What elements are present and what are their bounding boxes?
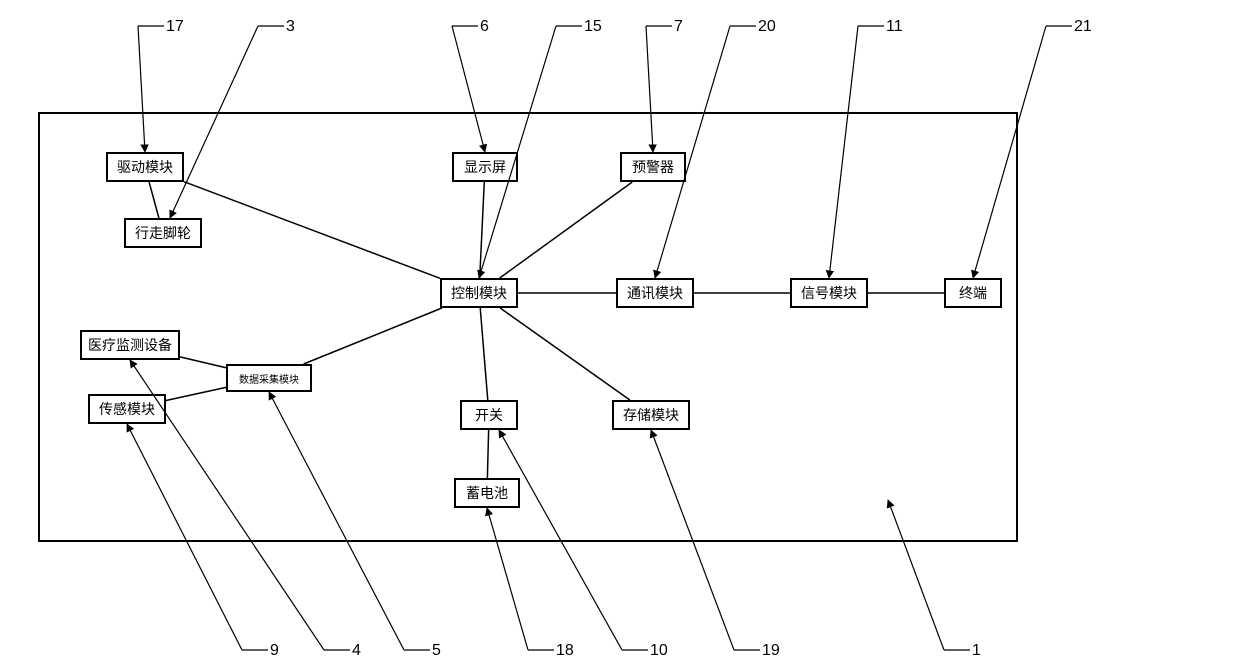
callout-20: 20 bbox=[758, 18, 776, 36]
callout-9: 9 bbox=[270, 642, 279, 660]
callout-7: 7 bbox=[674, 18, 683, 36]
callout-17: 17 bbox=[166, 18, 184, 36]
node-storage: 存储模块 bbox=[612, 400, 690, 430]
node-battery: 蓄电池 bbox=[454, 478, 520, 508]
node-control-label: 控制模块 bbox=[451, 283, 507, 303]
callout-19: 19 bbox=[762, 642, 780, 660]
node-dataacq: 数据采集模块 bbox=[226, 364, 312, 392]
callout-21: 21 bbox=[1074, 18, 1092, 36]
node-caster: 行走脚轮 bbox=[124, 218, 202, 248]
node-drive: 驱动模块 bbox=[106, 152, 184, 182]
node-drive-label: 驱动模块 bbox=[117, 157, 173, 177]
node-signal-label: 信号模块 bbox=[801, 283, 857, 303]
callout-15: 15 bbox=[584, 18, 602, 36]
node-comm-label: 通讯模块 bbox=[627, 283, 683, 303]
node-display: 显示屏 bbox=[452, 152, 518, 182]
node-medmon: 医疗监测设备 bbox=[80, 330, 180, 360]
node-signal: 信号模块 bbox=[790, 278, 868, 308]
node-storage-label: 存储模块 bbox=[623, 405, 679, 425]
node-display-label: 显示屏 bbox=[464, 157, 506, 177]
callout-3: 3 bbox=[286, 18, 295, 36]
callout-4: 4 bbox=[352, 642, 361, 660]
callout-1: 1 bbox=[972, 642, 981, 660]
node-switch-label: 开关 bbox=[475, 405, 503, 425]
node-switch: 开关 bbox=[460, 400, 518, 430]
node-control: 控制模块 bbox=[440, 278, 518, 308]
node-terminal-label: 终端 bbox=[959, 283, 987, 303]
node-alarm: 预警器 bbox=[620, 152, 686, 182]
node-medmon-label: 医疗监测设备 bbox=[88, 335, 172, 355]
callout-6: 6 bbox=[480, 18, 489, 36]
node-battery-label: 蓄电池 bbox=[466, 483, 508, 503]
outer-frame bbox=[38, 112, 1018, 542]
callout-10: 10 bbox=[650, 642, 668, 660]
node-terminal: 终端 bbox=[944, 278, 1002, 308]
node-sensor-label: 传感模块 bbox=[99, 399, 155, 419]
callout-18: 18 bbox=[556, 642, 574, 660]
node-alarm-label: 预警器 bbox=[632, 157, 674, 177]
node-comm: 通讯模块 bbox=[616, 278, 694, 308]
node-sensor: 传感模块 bbox=[88, 394, 166, 424]
callout-5: 5 bbox=[432, 642, 441, 660]
node-dataacq-label: 数据采集模块 bbox=[239, 371, 299, 386]
callout-11: 11 bbox=[886, 18, 903, 36]
node-caster-label: 行走脚轮 bbox=[135, 223, 191, 243]
